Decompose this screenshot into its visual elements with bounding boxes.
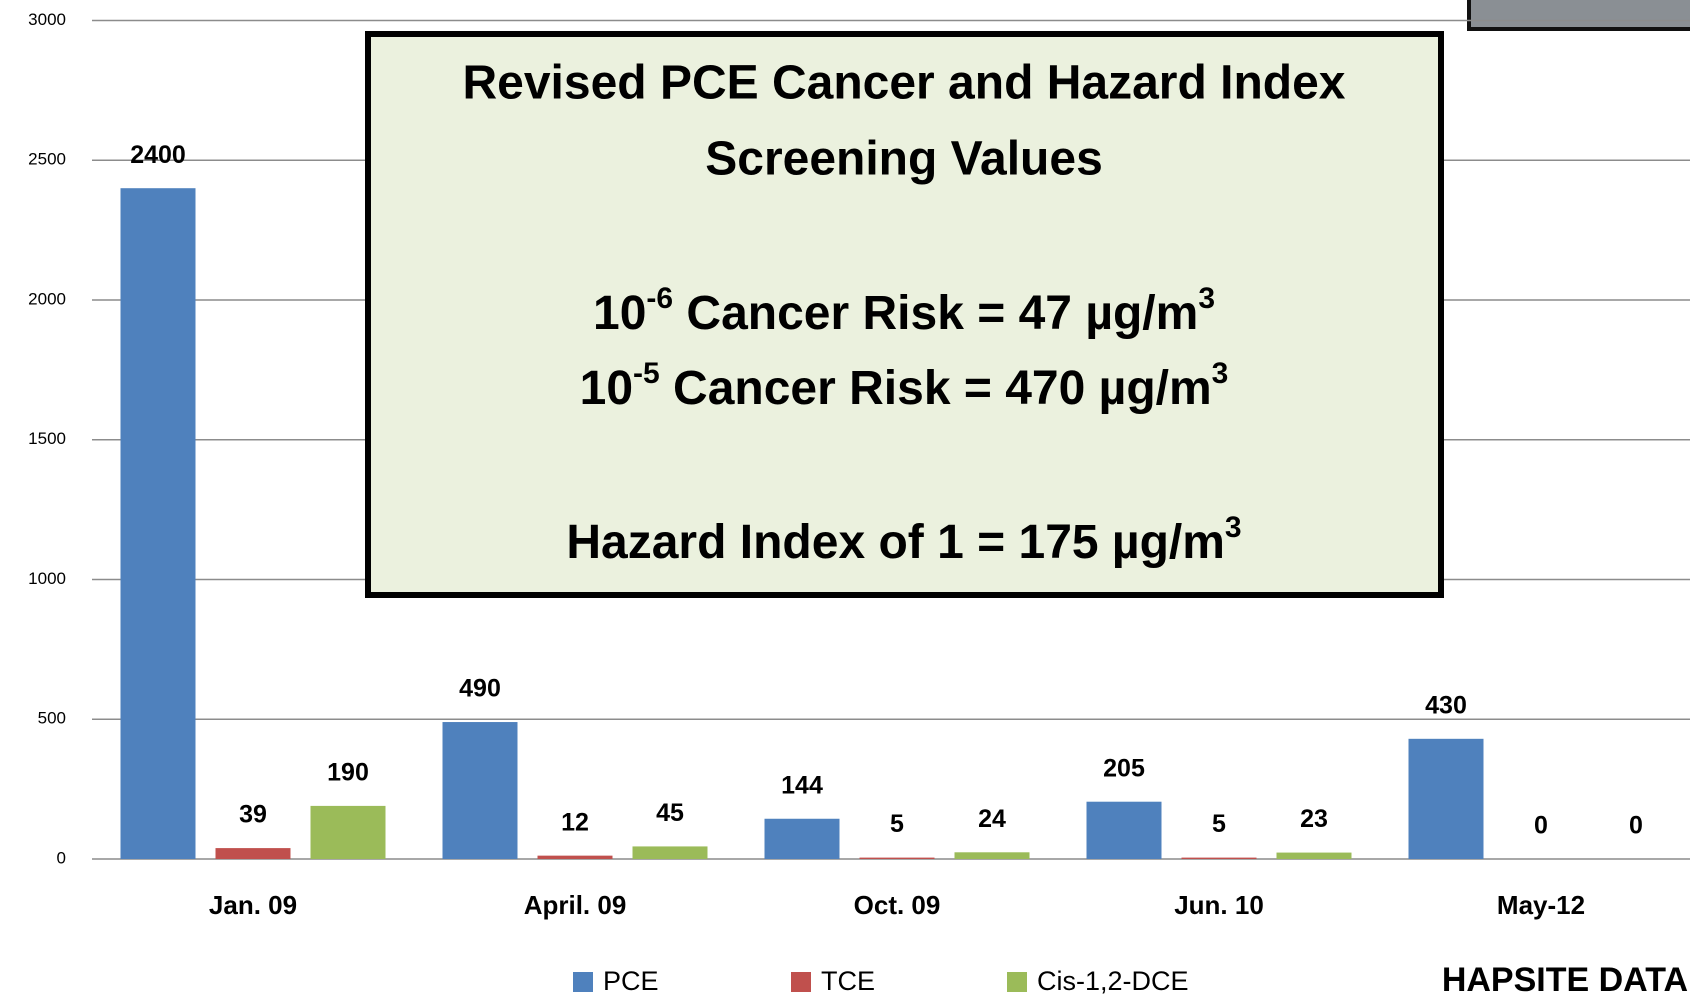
value-label: 0: [1629, 812, 1643, 840]
annotation-text: Cancer Risk = 470 µg/m: [660, 362, 1212, 415]
annotation-box: [365, 31, 1444, 598]
value-label: 490: [459, 675, 501, 703]
superscript: 3: [1198, 282, 1215, 315]
y-tick-label: 2500: [28, 150, 66, 169]
bar: [632, 846, 708, 859]
bar: [1181, 857, 1257, 859]
x-tick-label: Jun. 10: [1174, 890, 1264, 920]
photo-thumbnail: [1467, 0, 1690, 31]
value-label: 430: [1425, 691, 1467, 719]
legend-swatch: [573, 972, 593, 992]
value-label: 45: [656, 799, 684, 827]
value-label: 205: [1103, 754, 1145, 782]
annotation-title: Revised PCE Cancer and Hazard Index: [463, 57, 1346, 110]
legend-swatch: [791, 972, 811, 992]
bar: [1086, 801, 1162, 859]
annotation-text: 10: [593, 287, 646, 340]
annotation-line: 10-6 Cancer Risk = 47 µg/m3: [593, 282, 1215, 340]
value-label: 24: [978, 805, 1006, 833]
superscript: -5: [633, 357, 660, 390]
y-tick-label: 0: [57, 848, 66, 867]
bar: [310, 805, 386, 859]
value-label: 12: [561, 808, 589, 836]
y-tick-label: 3000: [28, 10, 66, 29]
annotation-title: Screening Values: [705, 133, 1103, 186]
bar: [954, 852, 1030, 859]
bar: [120, 188, 196, 859]
annotation-line: 10-5 Cancer Risk = 470 µg/m3: [580, 357, 1229, 415]
annotation-text: 10: [580, 362, 633, 415]
bar: [442, 722, 518, 859]
x-tick-label: Oct. 09: [854, 890, 941, 920]
value-label: 144: [781, 771, 823, 799]
bar: [764, 818, 840, 859]
value-label: 0: [1534, 812, 1548, 840]
legend-label: TCE: [821, 966, 875, 996]
superscript: -6: [646, 282, 673, 315]
value-label: 190: [327, 759, 369, 787]
value-label: 2400: [130, 141, 186, 169]
bar: [537, 855, 613, 859]
annotation-text: Cancer Risk = 47 µg/m: [673, 287, 1198, 340]
y-tick-label: 2000: [28, 289, 66, 308]
legend-label: Cis-1,2-DCE: [1037, 966, 1189, 996]
annotation-text: Hazard Index of 1 = 175 µg/m: [566, 516, 1225, 569]
value-label: 5: [890, 810, 904, 838]
bar: [215, 848, 291, 859]
footer: HAPSITE DATA: [1442, 961, 1688, 999]
superscript: 3: [1225, 511, 1242, 544]
x-tick-label: April. 09: [524, 890, 627, 920]
value-label: 5: [1212, 810, 1226, 838]
bar: [1408, 738, 1484, 859]
x-tick-label: May-12: [1497, 890, 1585, 920]
superscript: 3: [1212, 357, 1229, 390]
x-tick-label: Jan. 09: [209, 890, 297, 920]
value-label: 39: [239, 801, 267, 829]
legend-label: PCE: [603, 966, 659, 996]
bar: [1276, 852, 1352, 859]
bar: [859, 857, 935, 859]
annotation-line: Hazard Index of 1 = 175 µg/m3: [566, 511, 1241, 569]
y-tick-label: 500: [38, 709, 66, 728]
legend-swatch: [1007, 972, 1027, 992]
y-tick-label: 1000: [28, 569, 66, 588]
y-tick-label: 1500: [28, 429, 66, 448]
value-label: 23: [1300, 805, 1328, 833]
